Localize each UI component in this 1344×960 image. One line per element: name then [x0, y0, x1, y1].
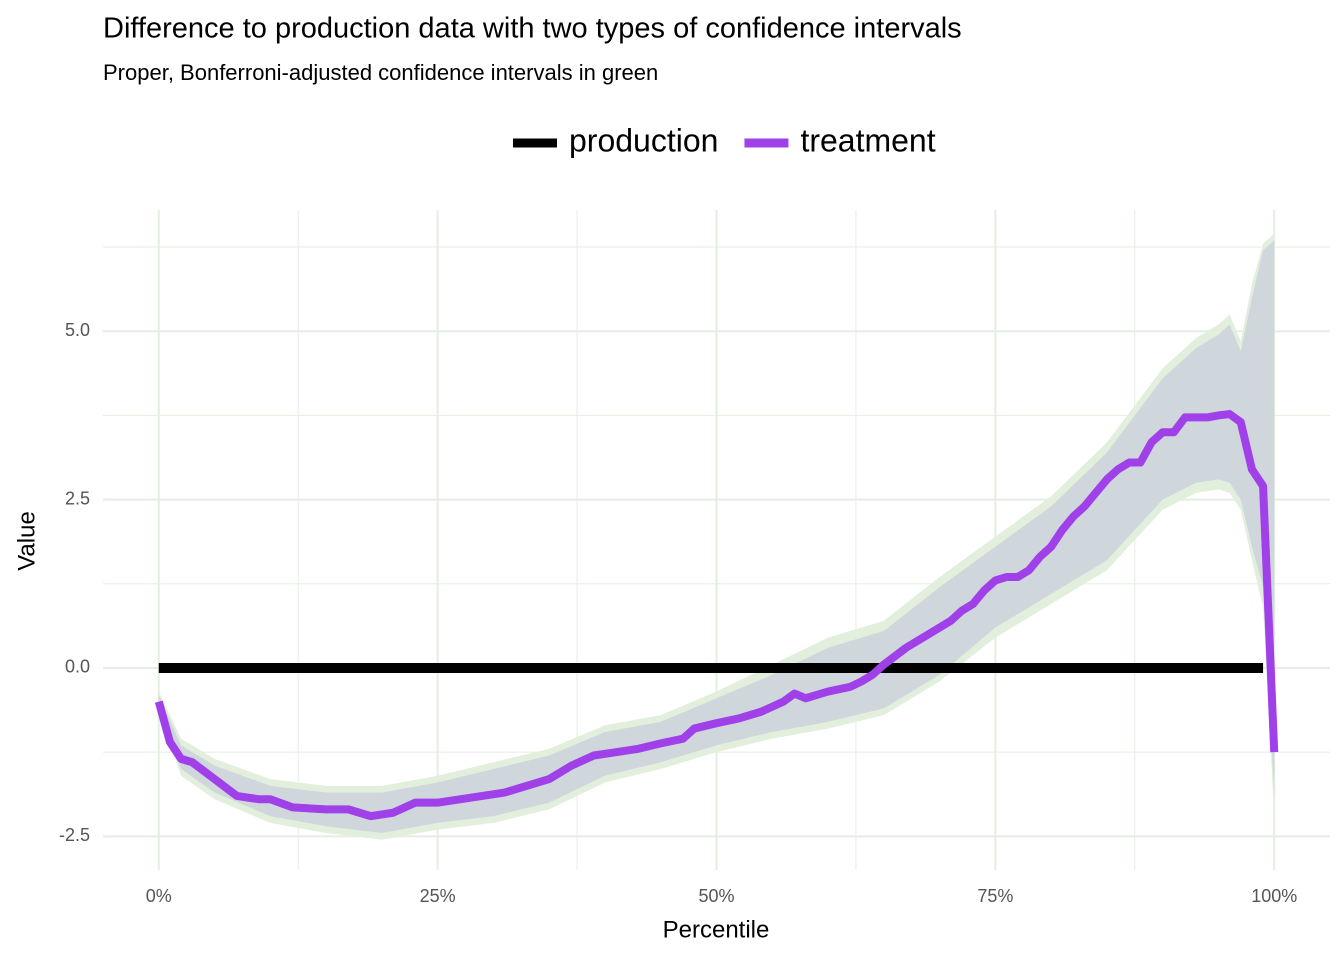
- bands: [158, 233, 1275, 840]
- y-tick-label: 0.0: [65, 657, 90, 677]
- legend: production treatment: [513, 122, 936, 158]
- x-tick-label: 75%: [977, 886, 1013, 906]
- x-tick-label: 50%: [698, 886, 734, 906]
- lines: [154, 410, 1279, 821]
- legend-label: treatment: [800, 122, 935, 158]
- y-axis-label: Value: [13, 511, 40, 571]
- x-axis-label: Percentile: [663, 916, 770, 943]
- x-tick-label: 0%: [146, 886, 172, 906]
- y-tick-label: 2.5: [65, 488, 90, 508]
- grid: [103, 210, 1330, 870]
- series-line: [154, 410, 1279, 821]
- chart-title: Difference to production data with two t…: [103, 13, 962, 45]
- x-tick-label: 25%: [420, 886, 456, 906]
- chart-subtitle: Proper, Bonferroni-adjusted confidence i…: [103, 60, 658, 85]
- y-tick-label: 5.0: [65, 320, 90, 340]
- confidence-band: [158, 240, 1275, 833]
- y-tick-label: -2.5: [59, 825, 90, 845]
- legend-label: production: [569, 122, 718, 158]
- x-tick-label: 100%: [1251, 886, 1297, 906]
